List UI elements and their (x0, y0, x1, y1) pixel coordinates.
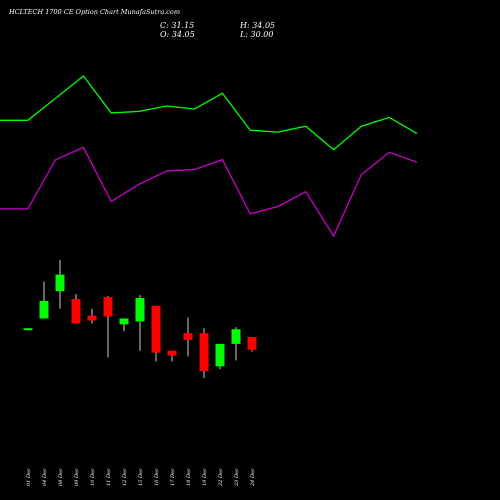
candle-body (23, 328, 33, 331)
date-tick-label: 08 Dec (58, 468, 64, 486)
date-tick-label: 10 Dec (90, 468, 96, 486)
low-readout: L: 30.00 (240, 30, 274, 39)
magenta-indicator-line (0, 146, 418, 238)
candle-body (215, 343, 225, 367)
date-tick-label: 19 Dec (202, 468, 208, 486)
candle-body (151, 305, 161, 353)
date-tick-label: 09 Dec (74, 468, 80, 486)
date-tick-label: 22 Dec (218, 468, 224, 487)
close-readout: C: 31.15 (160, 21, 195, 30)
date-tick-label: 01 Dec (26, 468, 32, 486)
candle-body (135, 298, 145, 322)
high-readout: H: 34.05 (240, 21, 276, 30)
candle-08-dec (55, 260, 65, 309)
date-tick-label: 24 Dec (250, 468, 256, 487)
candle-body (87, 315, 97, 321)
green-indicator-line (0, 75, 418, 151)
candle-body (231, 329, 241, 344)
candle-17-dec (167, 350, 177, 362)
candle-01-dec (23, 328, 33, 331)
indicator-lines-layer (0, 75, 418, 238)
date-tick-label: 11 Dec (106, 468, 112, 486)
candle-body (183, 333, 193, 340)
date-labels-layer: 01 Dec 04 Dec 08 Dec 09 Dec 10 Dec 11 Dec 12 D… (26, 468, 256, 487)
candle-body (199, 333, 209, 372)
candle-22-dec (215, 343, 225, 370)
candle-body (119, 318, 129, 325)
candle-body (103, 297, 113, 317)
candle-09-dec (71, 294, 81, 324)
candle-body (39, 300, 49, 319)
date-tick-label: 12 Dec (122, 468, 128, 486)
candles-layer (23, 260, 257, 378)
candle-body (167, 350, 177, 356)
candle-12-dec (119, 318, 129, 332)
candle-04-dec (39, 281, 49, 319)
date-tick-label: 23 Dec (234, 468, 240, 487)
candle-10-dec (87, 308, 97, 324)
date-tick-label: 15 Dec (138, 468, 144, 486)
candle-23-dec (231, 327, 241, 361)
candle-16-dec (151, 305, 161, 362)
candle-body (71, 299, 81, 324)
candle-19-dec (199, 328, 209, 378)
candle-18-dec (183, 317, 193, 357)
candle-body (55, 274, 65, 292)
chart-title: HCLTECH 1700 CE Option Chart MunafaSutra… (9, 8, 180, 16)
candle-body (247, 337, 257, 350)
date-tick-label: 04 Dec (42, 468, 48, 486)
candle-11-dec (103, 296, 113, 358)
candle-15-dec (135, 295, 145, 351)
date-tick-label: 16 Dec (154, 468, 160, 486)
date-tick-label: 17 Dec (170, 468, 176, 486)
open-readout: O: 34.05 (160, 30, 195, 39)
date-tick-label: 18 Dec (186, 468, 192, 486)
candle-24-dec (247, 337, 257, 352)
